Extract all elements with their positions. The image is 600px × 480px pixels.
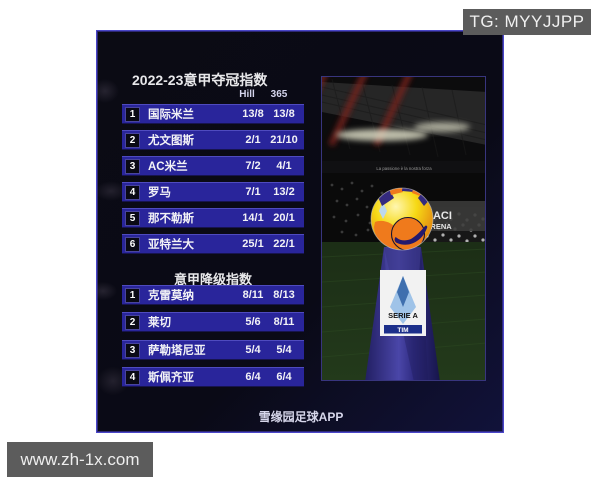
svg-text:TIM: TIM [397, 327, 408, 334]
svg-text:La passione è la nostra forza: La passione è la nostra forza [376, 166, 432, 171]
svg-text:SERIE A: SERIE A [388, 311, 418, 320]
